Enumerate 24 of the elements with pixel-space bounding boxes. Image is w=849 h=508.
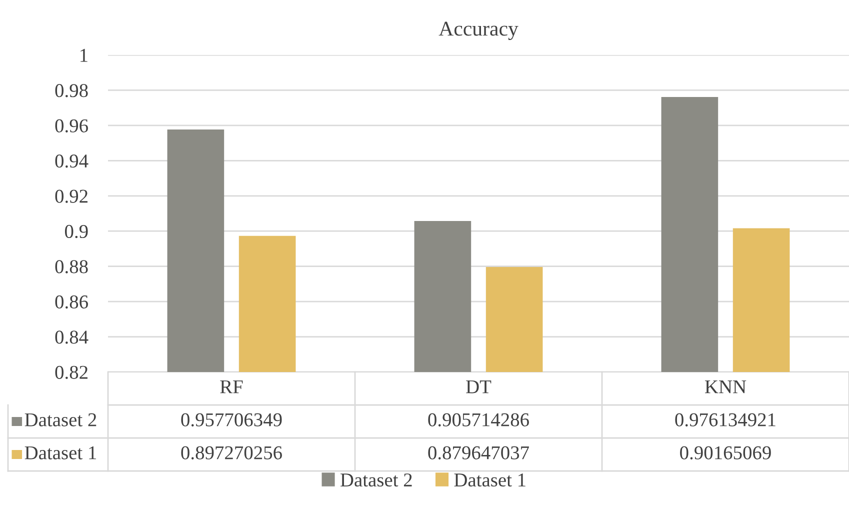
y-tick-label: 1 [80, 48, 88, 62]
y-tick-label: 0.86 [55, 295, 88, 309]
data-label: 0.957706349 [181, 413, 282, 426]
legend-label: Dataset 2 [340, 473, 412, 487]
y-tick-label: 0.94 [55, 154, 88, 168]
data-label: 0.905714286 [428, 413, 529, 426]
y-tick-label: 0.9 [64, 224, 88, 238]
data-label: 0.897270256 [181, 446, 282, 460]
y-tick-label: 0.82 [55, 366, 88, 380]
data-label: 0.90165069 [680, 446, 771, 460]
text: Dataset 2 [24, 413, 96, 426]
y-tick-label: 0.92 [55, 190, 88, 203]
y-tick-label: 0.88 [55, 260, 88, 274]
y-tick-label: 0.98 [55, 84, 88, 98]
data-label: 0.879647037 [428, 446, 529, 460]
data-label: 0.976134921 [675, 413, 776, 426]
y-tick-label: 0.96 [55, 119, 88, 132]
chart-title: Accuracy [438, 22, 518, 40]
text: Dataset 1 [24, 446, 96, 460]
x-tick-label: DT [466, 380, 492, 394]
legend-label: Dataset 1 [454, 474, 526, 487]
x-tick-label: RF [220, 380, 243, 394]
x-tick-label: KNN [704, 380, 746, 394]
y-tick-label: 0.84 [55, 330, 88, 344]
